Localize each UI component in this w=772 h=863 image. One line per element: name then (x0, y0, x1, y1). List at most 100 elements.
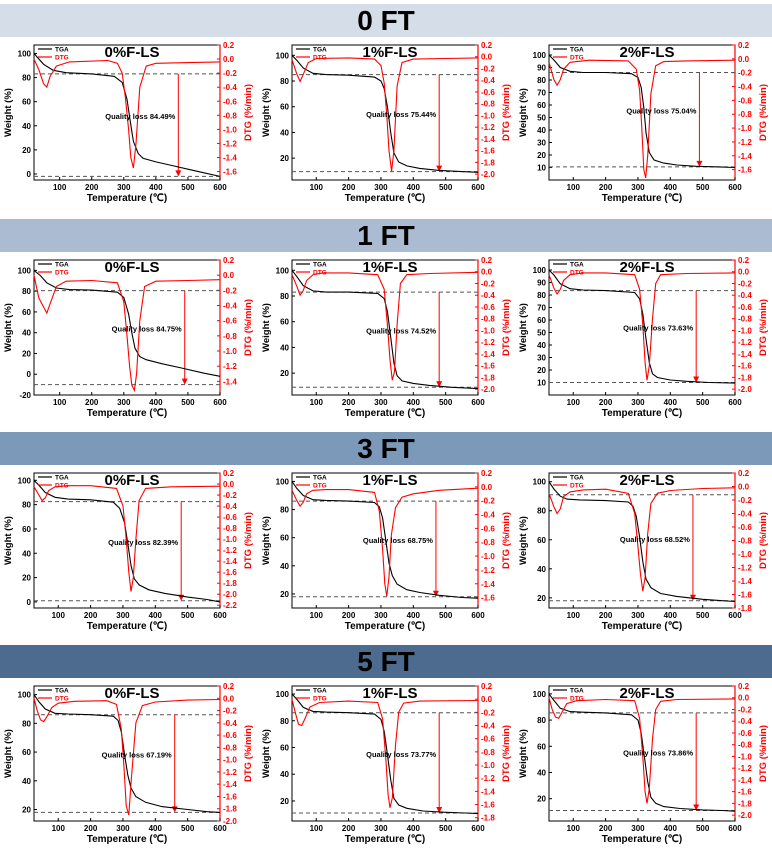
x-tick-label: 100 (567, 183, 581, 192)
y-right-tick-label: -1.2 (738, 138, 752, 147)
y-right-tick-label: -1.8 (481, 373, 495, 382)
x-tick-label: 600 (728, 398, 742, 407)
y-left-tick-label: 40 (22, 777, 31, 786)
y-right-tick-label: -0.2 (481, 497, 495, 506)
y-left-tick-label: 80 (537, 76, 546, 85)
y-right-tick-label: -1.4 (738, 350, 752, 359)
panel-title: 2%F-LS (619, 472, 674, 489)
x-tick-label: 200 (84, 824, 98, 833)
tga-dtg-chart: 100 200 300 400 500 600 0 20 40 60 80 100 0.2 0.0 -0.2… (3, 41, 254, 204)
y-right-tick-label: -1.6 (738, 166, 752, 175)
tga-series-line (548, 54, 736, 169)
y-right-tick-label: -0.2 (223, 707, 237, 716)
y-right-tick-label: -1.0 (223, 347, 237, 356)
x-tick-label: 300 (631, 611, 645, 620)
y-right-tick-label: -1.2 (481, 774, 495, 783)
x-tick-label: 300 (374, 183, 388, 192)
x-tick-label: 300 (631, 183, 645, 192)
x-tick-label: 500 (696, 398, 710, 407)
y-right-tick-label: 0.2 (738, 256, 750, 265)
x-tick-label: 100 (52, 824, 66, 833)
mass-loss-arrowhead (436, 381, 443, 388)
y-left-axis-label: Weight (%) (518, 729, 529, 778)
x-tick-label: 500 (181, 183, 195, 192)
y-right-tick-label: -1.2 (481, 566, 495, 575)
mass-loss-arrowhead (693, 804, 700, 811)
y-right-tick-label: -1.2 (223, 546, 237, 555)
y-left-axis-label: Weight (%) (261, 303, 272, 352)
y-left-axis-label: Weight (%) (518, 303, 529, 352)
y-right-tick-label: -1.2 (481, 123, 495, 132)
x-tick-label: 500 (696, 183, 710, 192)
legend-tga-label: TGA (55, 688, 69, 695)
x-tick-label: 200 (85, 398, 99, 407)
y-left-tick-label: 80 (22, 287, 31, 296)
x-tick-label: 500 (439, 398, 453, 407)
x-tick-label: 100 (310, 611, 324, 620)
x-tick-label: 100 (567, 611, 581, 620)
y-left-tick-label: 100 (276, 51, 290, 60)
y-right-tick-label: -1.2 (223, 139, 237, 148)
dtg-series-line (33, 698, 221, 816)
y-right-tick-label: 0.0 (738, 694, 750, 703)
dtg-series-line (291, 271, 479, 381)
y-right-tick-label: 0.2 (223, 469, 235, 478)
row-title: 1 FT (357, 219, 415, 251)
panel-title: 2%F-LS (619, 44, 674, 61)
x-tick-label: 400 (149, 398, 163, 407)
y-right-tick-label: 0.0 (738, 55, 750, 64)
x-tick-label: 300 (374, 611, 388, 620)
x-tick-label: 100 (567, 824, 581, 833)
x-tick-label: 600 (471, 398, 485, 407)
legend-tga-label: TGA (570, 688, 584, 695)
y-right-tick-label: -1.2 (481, 338, 495, 347)
dtg-series-line (548, 487, 736, 592)
tga-series-line (548, 481, 736, 603)
y-left-tick-label: 80 (280, 717, 289, 726)
quality-loss-label: Quality loss 68.75% (363, 536, 433, 545)
quality-loss-label: Quality loss 67.19% (102, 751, 172, 760)
y-right-tick-label: -0.8 (223, 332, 237, 341)
tga-series-line (33, 694, 221, 813)
y-left-tick-label: 40 (22, 122, 31, 131)
y-right-tick-label: -1.8 (738, 604, 752, 613)
row-band: 5 FT (0, 645, 772, 678)
y-right-tick-label: -1.8 (481, 158, 495, 167)
y-left-tick-label: 20 (537, 151, 546, 160)
dtg-series-line (291, 487, 479, 597)
y-right-tick-label: -0.8 (738, 315, 752, 324)
panel-title: 1%F-LS (362, 44, 417, 61)
y-left-tick-label: 100 (533, 478, 547, 487)
y-left-axis-label: Weight (%) (261, 516, 272, 565)
legend-tga-label: TGA (313, 47, 327, 54)
x-axis-label: Temperature (℃) (87, 834, 168, 845)
y-left-tick-label: 100 (18, 266, 32, 275)
y-right-tick-label: -1.6 (738, 591, 752, 600)
y-right-tick-label: -0.8 (738, 110, 752, 119)
y-right-tick-label: -1.6 (738, 788, 752, 797)
tga-series-line (548, 269, 736, 384)
y-right-tick-label: -1.8 (481, 814, 495, 823)
x-tick-label: 300 (117, 183, 131, 192)
y-right-tick-label: -1.2 (738, 338, 752, 347)
legend-dtg-label: DTG (570, 270, 584, 277)
y-left-tick-label: -20 (19, 391, 31, 400)
y-right-tick-label: 0.0 (223, 480, 235, 489)
legend-dtg-label: DTG (313, 696, 327, 703)
y-left-tick-label: 60 (280, 318, 289, 327)
y-left-tick-label: 100 (18, 476, 32, 485)
y-left-tick-label: 20 (22, 349, 31, 358)
row-band: 1 FT (0, 219, 772, 252)
y-right-tick-label: -1.6 (481, 362, 495, 371)
y-right-tick-label: 0.0 (481, 53, 493, 62)
x-tick-label: 100 (567, 398, 581, 407)
y-left-tick-label: 100 (533, 51, 547, 60)
tga-dtg-chart: 100 200 300 400 500 600 20 40 60 80 100 0.2 0.0 -0.2 -… (518, 682, 769, 845)
y-right-tick-label: -0.4 (481, 511, 495, 520)
y-right-tick-label: -1.4 (223, 780, 237, 789)
y-right-tick-label: -0.4 (481, 76, 495, 85)
y-left-tick-label: 80 (537, 716, 546, 725)
legend-tga-label: TGA (55, 47, 69, 54)
y-right-tick-label: -0.2 (738, 279, 752, 288)
x-tick-label: 400 (149, 611, 163, 620)
